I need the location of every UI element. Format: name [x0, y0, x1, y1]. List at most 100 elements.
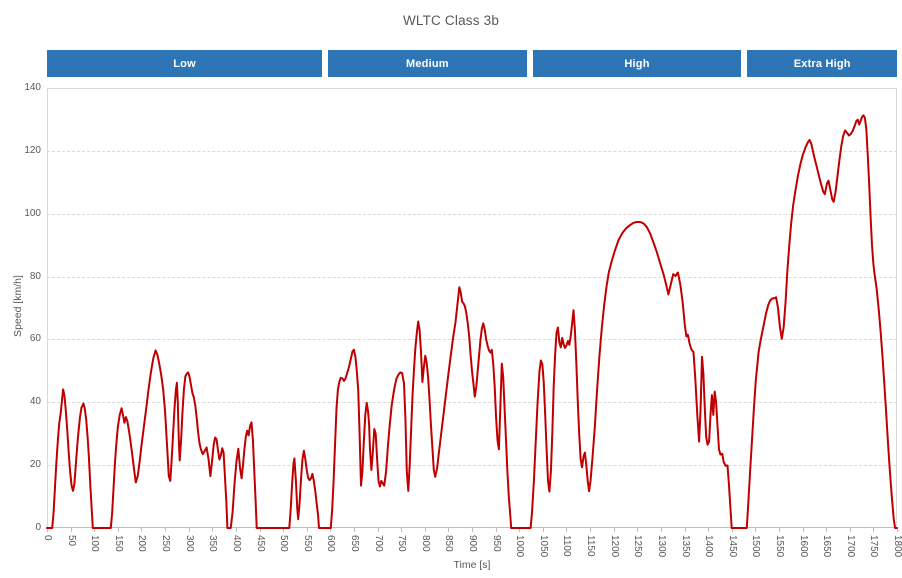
x-tick-label: 1350: [679, 535, 691, 558]
x-tick-label: 1400: [703, 535, 715, 558]
phase-band-low: Low: [47, 50, 323, 77]
x-tick-mark: [542, 528, 544, 532]
phase-band-extra-high: Extra High: [747, 50, 897, 77]
x-tick-label: 1750: [868, 535, 880, 558]
x-tick-label: 1700: [844, 535, 856, 558]
x-tick-label: 1800: [892, 535, 902, 558]
x-tick-label: 500: [278, 535, 290, 552]
plot-area: [47, 88, 897, 528]
phase-band-medium: Medium: [328, 50, 527, 77]
y-tick-label: 20: [29, 459, 41, 471]
y-tick-label: 80: [29, 270, 41, 282]
x-tick-mark: [212, 528, 214, 532]
x-tick-label: 1150: [585, 535, 597, 557]
x-tick-mark: [708, 528, 710, 532]
x-tick-label: 50: [65, 535, 77, 547]
x-tick-mark: [495, 528, 497, 532]
x-tick-mark: [660, 528, 662, 532]
x-tick-mark: [755, 528, 757, 532]
x-tick-label: 100: [89, 535, 101, 552]
x-tick-mark: [519, 528, 521, 532]
y-tick-label: 100: [24, 207, 41, 219]
x-tick-mark: [873, 528, 875, 532]
x-tick-label: 250: [160, 535, 172, 552]
gridline-y-20: [47, 465, 897, 467]
x-tick-label: 1450: [726, 535, 738, 558]
x-tick-label: 950: [490, 535, 502, 552]
x-tick-label: 1050: [537, 535, 549, 558]
x-tick-label: 650: [348, 535, 360, 552]
x-tick-mark: [472, 528, 473, 532]
x-tick-mark: [637, 528, 639, 532]
x-tick-mark: [70, 528, 72, 532]
x-tick-label: 900: [467, 535, 478, 552]
x-tick-mark: [613, 528, 615, 532]
x-tick-label: 400: [230, 535, 242, 552]
x-tick-mark: [283, 528, 285, 532]
y-tick-label: 40: [29, 396, 41, 408]
x-axis-title: Time [s]: [453, 559, 491, 571]
x-tick-label: 700: [372, 535, 384, 552]
x-tick-mark: [684, 528, 686, 532]
x-tick-mark: [731, 528, 733, 532]
gridline-y-100: [47, 213, 897, 215]
x-tick-label: 1500: [750, 535, 762, 558]
x-tick-label: 1650: [821, 535, 833, 558]
gridline-y-60: [47, 339, 897, 341]
gridline-y-80: [47, 276, 897, 278]
x-tick-mark: [377, 528, 379, 532]
y-tick-label: 60: [29, 333, 41, 345]
x-tick-mark: [306, 528, 308, 532]
x-tick-mark: [897, 528, 898, 532]
x-tick-label: 1600: [797, 535, 809, 558]
x-tick-mark: [235, 528, 237, 532]
x-tick-label: 350: [207, 535, 219, 552]
x-tick-mark: [826, 528, 828, 532]
phase-band-label: High: [624, 57, 650, 70]
x-tick-label: 1200: [608, 535, 620, 558]
y-axis-title: Speed [km/h]: [12, 275, 24, 337]
x-tick-mark: [448, 528, 450, 532]
x-tick-label: 200: [136, 535, 148, 552]
x-tick-mark: [849, 528, 851, 532]
x-tick-label: 800: [419, 535, 431, 552]
x-tick-mark: [117, 528, 119, 532]
x-tick-mark: [141, 528, 143, 532]
x-tick-label: 850: [443, 535, 455, 552]
phase-band-label: Low: [173, 57, 196, 70]
y-tick-label: 140: [24, 82, 41, 93]
x-tick-mark: [47, 528, 48, 532]
x-tick-label: 1300: [655, 535, 667, 558]
x-tick-label: 150: [112, 535, 124, 552]
x-tick-label: 1250: [632, 535, 644, 558]
x-tick-mark: [94, 528, 96, 532]
phase-band-high: High: [532, 50, 742, 77]
x-tick-mark: [165, 528, 167, 532]
speed-line: [46, 114, 898, 529]
x-tick-mark: [259, 528, 261, 532]
x-tick-label: 550: [301, 535, 313, 552]
x-tick-mark: [566, 528, 568, 532]
x-tick-mark: [590, 528, 592, 532]
chart-title: WLTC Class 3b: [402, 13, 500, 28]
x-tick-mark: [188, 528, 190, 532]
x-tick-label: 0: [42, 535, 53, 541]
phase-band-label: Medium: [405, 57, 449, 70]
y-tick-label: 120: [24, 144, 41, 156]
x-tick-label: 450: [254, 535, 266, 552]
x-tick-label: 1000: [514, 535, 526, 558]
x-tick-mark: [330, 528, 332, 532]
x-tick-mark: [424, 528, 426, 532]
x-tick-label: 600: [325, 535, 337, 552]
phase-band-label: Extra High: [793, 57, 851, 70]
x-tick-mark: [353, 528, 355, 532]
x-tick-label: 750: [396, 535, 408, 552]
gridline-y-40: [47, 402, 897, 404]
x-tick-mark: [802, 528, 804, 532]
x-tick-label: 1550: [773, 535, 785, 558]
speed-trace: [46, 114, 898, 529]
x-tick-mark: [778, 528, 780, 532]
x-tick-label: 300: [183, 535, 195, 552]
x-tick-label: 1100: [561, 535, 573, 557]
